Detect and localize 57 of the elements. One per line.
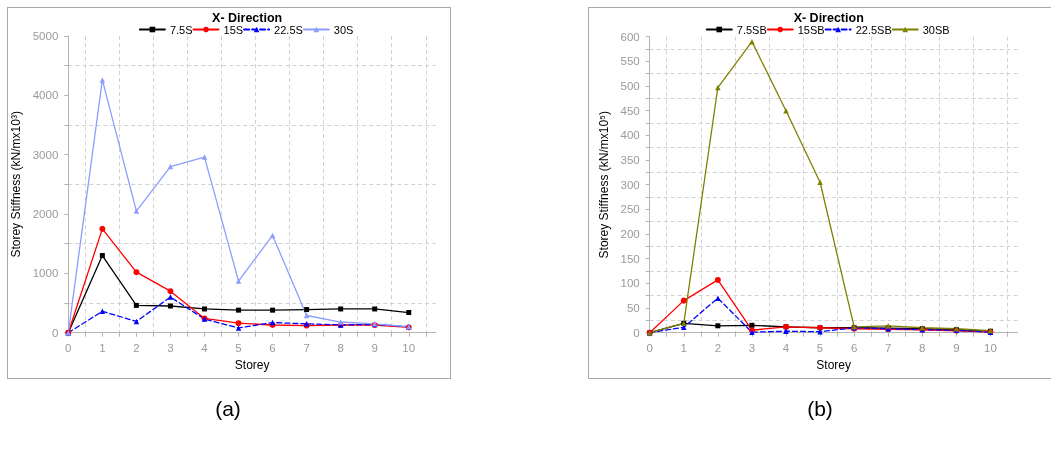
y-axis-title: Storey Stiffness (kN/mx10⁵) [596,110,611,259]
x-tick-label: 7 [303,341,310,354]
legend-label: 30S [333,23,354,36]
y-tick-label: 4000 [32,89,59,102]
x-tick-label: 3 [167,341,174,354]
y-tick-label: 0 [633,326,640,339]
y-tick-label: 50 [626,302,640,315]
x-tick-label: 10 [984,341,997,354]
y-tick-label: 500 [620,80,640,93]
legend-label: 7.5S [169,23,193,36]
x-tick-label: 10 [402,341,416,354]
x-tick-label: 9 [953,341,960,354]
x-tick-label: 4 [201,341,209,354]
x-tick-label: 5 [816,341,824,354]
x-axis-title: Storey [816,357,852,372]
y-axis-title: Storey Stiffness (kN/mx10³) [8,111,23,258]
x-tick-label: 4 [782,341,790,354]
x-tick-label: 9 [371,341,378,354]
x-tick-label: 6 [850,341,858,354]
x-tick-label: 2 [714,341,722,354]
text: (a) [215,396,241,420]
x-tick-label: 1 [680,341,687,354]
x-tick-label: 6 [269,341,276,354]
y-tick-label: 200 [620,228,640,241]
text: (b) [807,396,833,420]
y-tick-label: 300 [620,178,640,191]
y-tick-label: 3000 [32,148,59,161]
legend-label: 7.5SB [736,23,767,36]
x-tick-label: 5 [235,341,242,354]
legend-label: 22.5SB [855,23,892,36]
chart-title: X- Direction [212,10,283,25]
y-tick-label: 2000 [32,208,59,221]
x-tick-label: 8 [337,341,344,354]
y-tick-label: 350 [620,154,640,167]
x-tick-label: 3 [748,341,756,354]
legend-label: 15S [223,23,244,36]
legend-label: 22.5S [274,23,303,36]
y-tick-label: 0 [51,326,59,339]
chart-title: X- Direction [793,10,864,25]
y-tick-label: 1000 [32,267,59,280]
y-tick-label: 600 [620,30,640,43]
x-tick-label: 0 [65,341,72,354]
y-tick-label: 100 [620,277,640,290]
y-tick-label: 150 [620,252,640,265]
y-tick-label: 450 [620,104,640,117]
y-tick-label: 5000 [32,30,59,42]
x-tick-label: 0 [646,341,653,354]
legend-label: 15SB [797,23,825,36]
x-tick-label: 8 [919,341,926,354]
x-axis-title: Storey [234,357,270,372]
y-tick-label: 400 [620,129,640,142]
x-tick-label: 1 [99,341,106,354]
x-tick-label: 7 [885,341,892,354]
y-tick-label: 250 [620,203,640,216]
y-tick-label: 550 [620,55,640,68]
x-tick-label: 2 [133,341,140,354]
legend-label: 30SB [922,23,950,36]
